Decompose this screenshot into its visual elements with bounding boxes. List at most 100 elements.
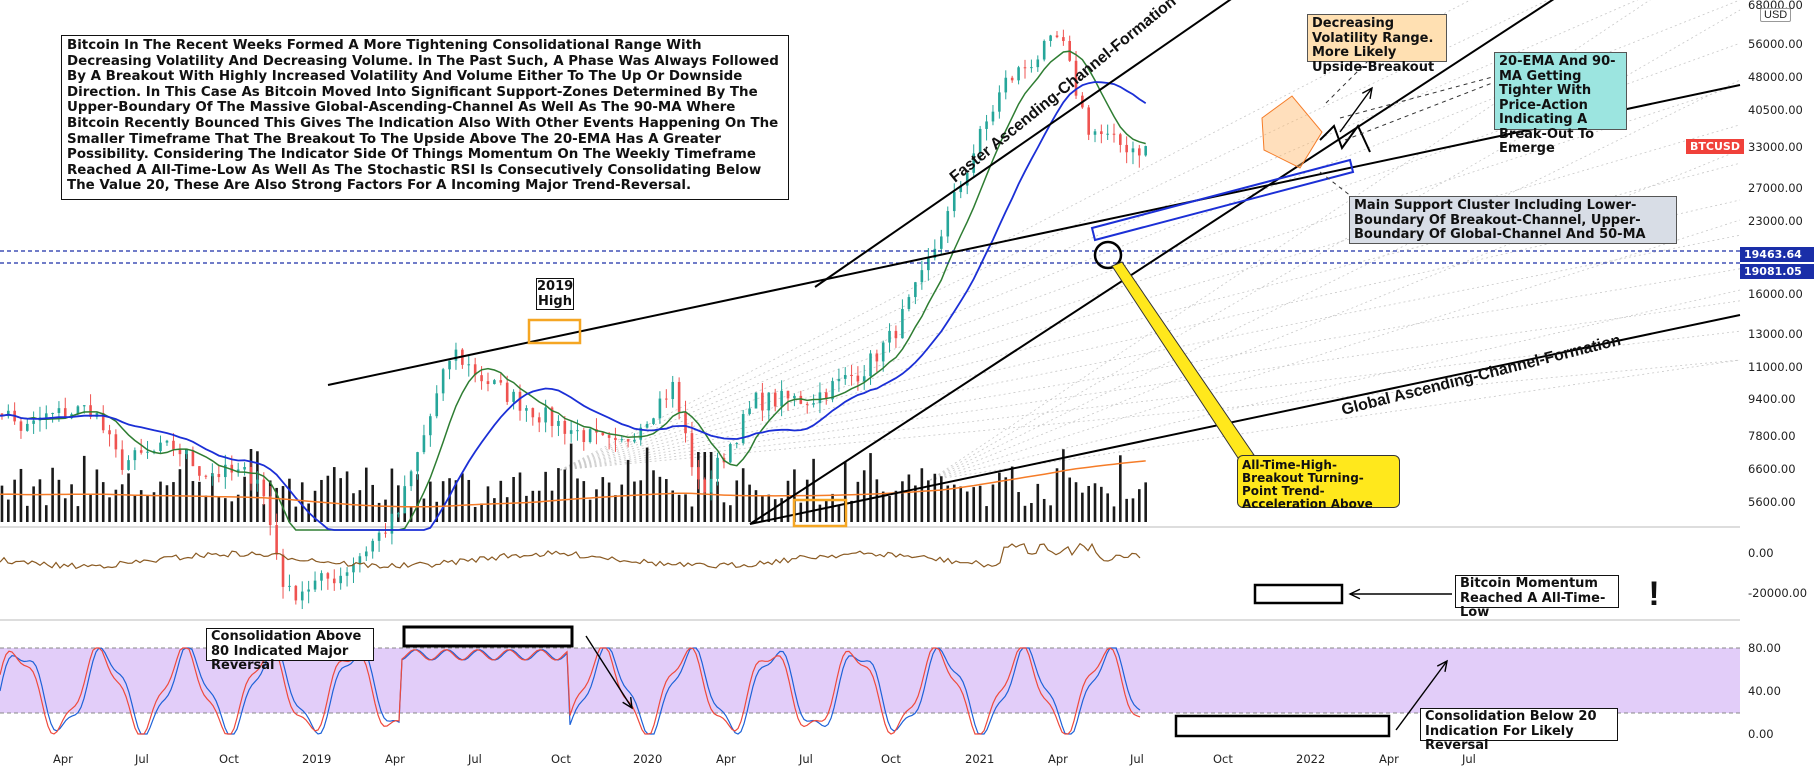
rsi-up-arrow (1395, 659, 1448, 731)
candle-body (7, 410, 10, 417)
stoch-rsi-tick: 40.00 (1748, 684, 1781, 698)
volume-bar (722, 502, 726, 522)
stoch-d-line (0, 647, 1141, 735)
volume-bar (1112, 506, 1116, 522)
candle-body (307, 589, 310, 592)
volume-bar (101, 482, 105, 522)
candle-body (313, 580, 317, 590)
volume-bar (364, 467, 368, 522)
price-tick: 13000.00 (1748, 327, 1803, 341)
volume-bar (384, 499, 387, 522)
candle-body (550, 407, 554, 426)
volume-bar (614, 495, 617, 522)
volume-bar (7, 499, 10, 522)
candle-body (946, 211, 950, 237)
candle-body (754, 392, 758, 409)
time-tick: Oct (219, 752, 239, 766)
candle-body (1131, 148, 1135, 153)
volume-bar (1055, 468, 1059, 522)
fan-line (929, 149, 1741, 481)
candle-body (729, 444, 732, 463)
volume-bar (888, 495, 891, 522)
candle-body (894, 330, 898, 339)
volume-bar (735, 480, 739, 522)
volume-bar (525, 495, 528, 522)
currency-badge[interactable]: USD (1760, 8, 1792, 22)
candle-body (467, 364, 471, 366)
volume-bar (850, 500, 853, 522)
volume-bar (576, 478, 579, 522)
candle-body (397, 513, 400, 515)
candle-body (1106, 133, 1109, 135)
candle-body (1093, 131, 1097, 135)
candle-body (933, 248, 937, 258)
candle-body (862, 376, 866, 382)
candle-body (614, 437, 617, 441)
volume-bar (25, 505, 29, 522)
candle-body (576, 430, 579, 432)
volume-bar (959, 486, 963, 522)
candle-body (601, 432, 605, 436)
candle-body (837, 378, 841, 382)
candle-body (869, 353, 872, 377)
price-axis[interactable]: 68000.00 56000.00 48000.00 40500.00 33000.00… (1686, 0, 1814, 771)
volume-bar (1042, 498, 1046, 522)
candle-body (824, 392, 828, 400)
candle-body (165, 440, 169, 443)
candle-body (1055, 35, 1059, 38)
time-tick: Jul (1130, 752, 1144, 766)
volume-bar (1131, 498, 1135, 522)
volume-bar (435, 501, 439, 522)
volume-bar (44, 505, 48, 522)
candle-body (1100, 131, 1103, 135)
volume-bar (1023, 505, 1027, 522)
volume-bar (645, 447, 649, 522)
candle-body (435, 393, 439, 417)
volume-bar (537, 490, 541, 522)
candle-body (965, 172, 969, 186)
candle-body (544, 407, 547, 423)
candle-body (294, 585, 298, 601)
candle-body (531, 408, 535, 418)
volume-bar (1010, 466, 1014, 522)
time-tick: Apr (385, 752, 405, 766)
volume-bar (57, 479, 61, 522)
candle-body (1138, 148, 1141, 156)
faster-channel-upper (814, 0, 1232, 288)
symbol-badge: BTCUSD (1686, 139, 1744, 154)
candle-body (684, 411, 687, 434)
candle-body (345, 572, 349, 576)
candle-body (448, 360, 451, 370)
fan-line (929, 289, 1741, 481)
candle-body (371, 540, 374, 552)
volume-bar (332, 467, 336, 522)
volume-bar (1004, 477, 1008, 522)
volume-bar (512, 476, 515, 522)
volatility-callout-line (1325, 53, 1376, 104)
candle-body (377, 532, 381, 541)
volume-bar (716, 481, 719, 522)
time-tick: 2020 (633, 752, 663, 766)
volume-bar (767, 494, 771, 522)
volume-bar (1119, 455, 1122, 522)
time-axis[interactable]: Apr Jul Oct 2019 Apr Jul Oct 2020 Apr Jul Oct 2021 A… (0, 748, 1740, 771)
volume-bar (588, 499, 592, 522)
time-tick: Jul (468, 752, 482, 766)
price-tick: 9400.00 (1748, 392, 1796, 406)
candle-body (582, 430, 586, 443)
volume-bar (159, 481, 162, 522)
global-channel-lower (749, 314, 1741, 525)
volume-bar (13, 479, 16, 522)
volume-bar (563, 469, 567, 522)
candle-body (1004, 77, 1008, 93)
candle-body (972, 153, 976, 173)
volume-bar (326, 475, 330, 522)
candle-body (473, 364, 477, 376)
candle-body (326, 573, 330, 579)
volume-bar (998, 472, 1001, 522)
upper-trendline (327, 84, 1741, 386)
volume-bar (1062, 449, 1065, 522)
candle-body (429, 416, 432, 436)
candle-body (907, 297, 911, 309)
fan-line (929, 79, 1741, 481)
